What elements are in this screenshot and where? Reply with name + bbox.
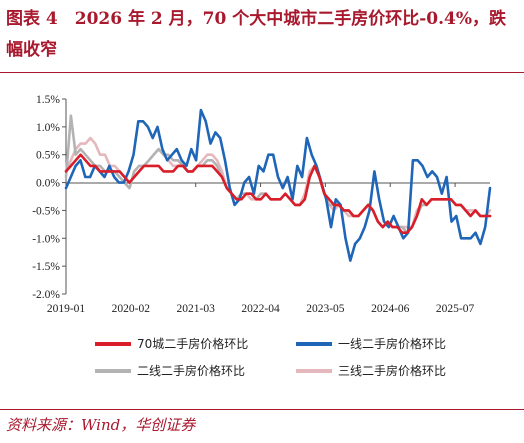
y-tick-label: 0.5% (36, 150, 60, 162)
x-tick-label: 2020-02 (112, 303, 151, 315)
x-tick-label: 2024-06 (371, 303, 410, 315)
source-divider (0, 409, 524, 410)
x-tick-label: 2023-05 (306, 303, 345, 315)
series-lines (64, 108, 492, 262)
chart-title: 图表 4 2026 年 2 月，70 个大中城市二手房价环比-0.4%，跌幅收窄 (6, 9, 507, 60)
title-divider (0, 72, 524, 73)
source-note: 资料来源：Wind，华创证券 (6, 416, 196, 434)
x-tick-label: 2022-04 (241, 303, 280, 315)
y-axis: 1.5% 1.0% 0.5% 0.0% -0.5% -1.0% -1.5% -2.0% (32, 94, 67, 301)
legend-label-tier1: 一线二手房价格环比 (338, 336, 446, 351)
y-tick-label: 1.0% (36, 122, 60, 134)
legend-label-tier3: 三线二手房价格环比 (338, 363, 446, 378)
y-tick-label: -1.0% (32, 233, 60, 245)
x-tick-label: 2019-01 (47, 303, 86, 315)
legend-label-tier2: 二线二手房价格环比 (137, 363, 245, 378)
series-line-s70 (64, 153, 492, 234)
y-tick-label: -1.5% (32, 261, 60, 273)
x-axis: 2019-01 2020-02 2021-03 2022-04 2023-05 2024-… (47, 182, 490, 315)
legend-label-s70: 70城二手房价格环比 (137, 336, 248, 351)
y-tick-label: -0.5% (32, 205, 60, 217)
x-tick-label: 2025-07 (436, 303, 475, 315)
y-tick-label: 1.5% (36, 94, 60, 106)
x-tick-label: 2021-03 (177, 303, 216, 315)
y-tick-label: 0.0% (36, 178, 60, 190)
y-tick-label: -2.0% (32, 289, 60, 301)
series-line-tier1 (64, 108, 492, 262)
